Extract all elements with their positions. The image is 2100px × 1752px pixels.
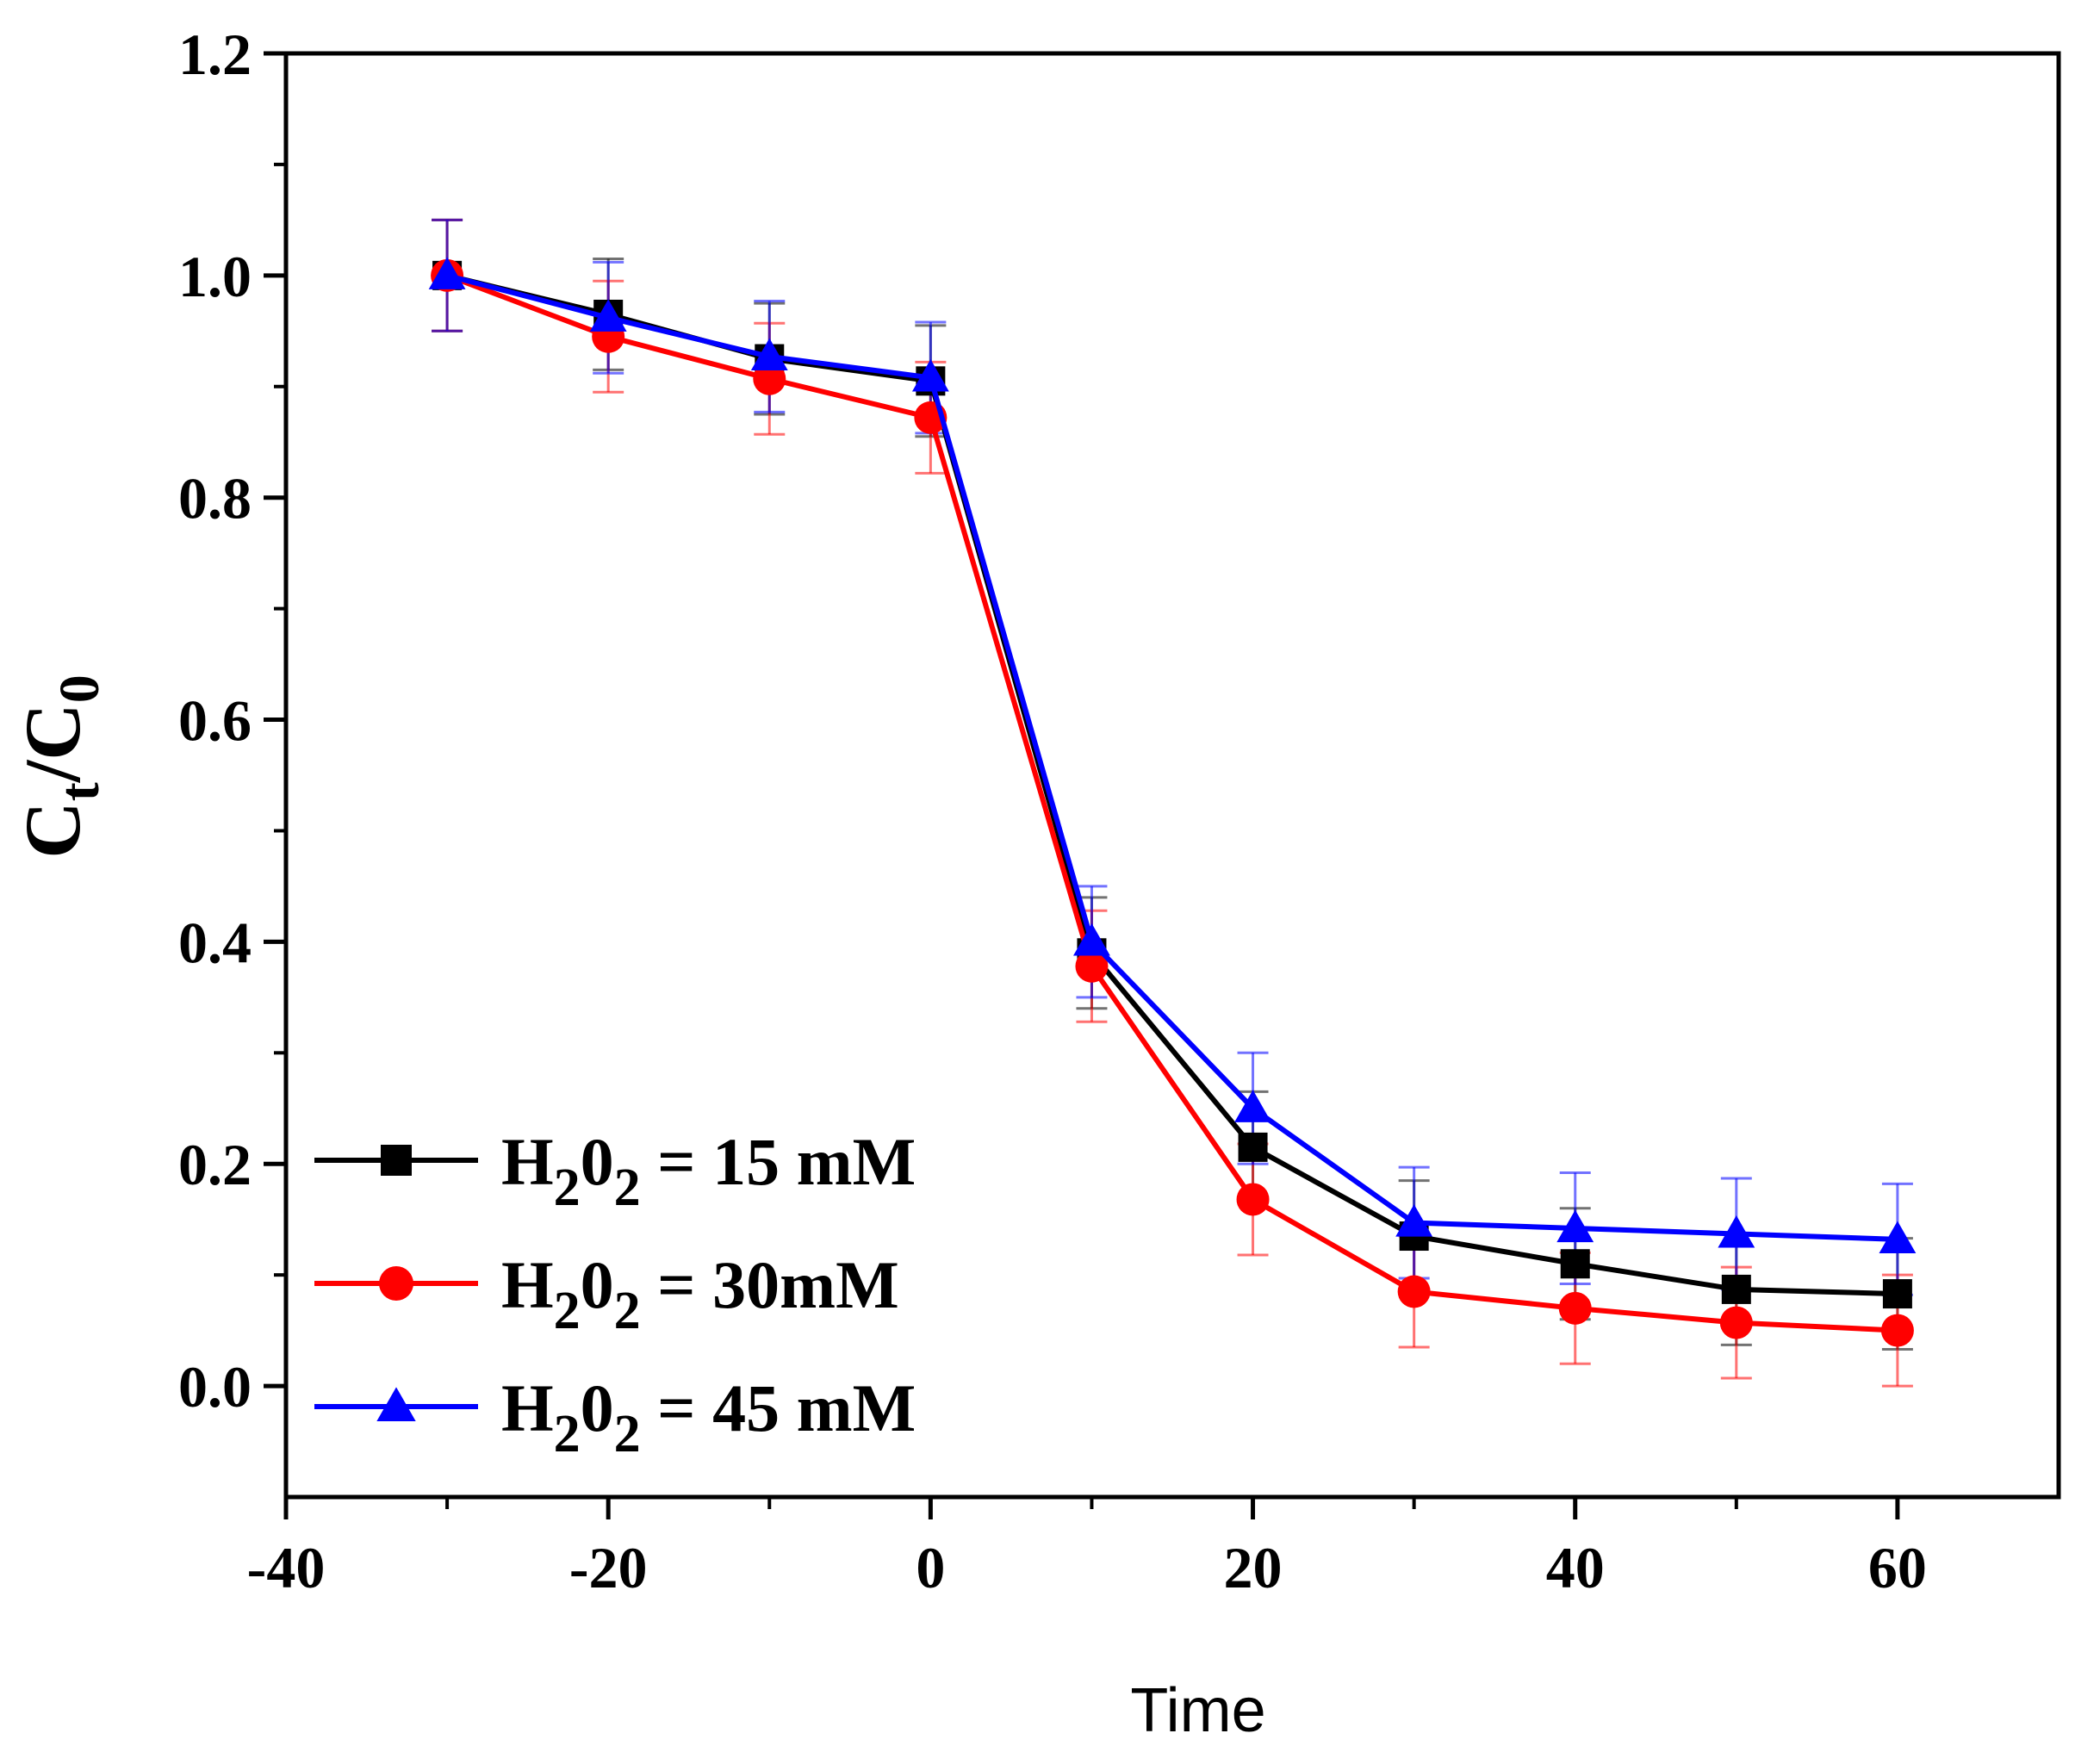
y-axis-label-sub1: t <box>48 782 111 801</box>
legend-label-part: 0 <box>581 1370 614 1445</box>
data-point <box>428 257 466 289</box>
data-point <box>1719 1306 1753 1339</box>
data-point <box>1397 1275 1431 1308</box>
data-point <box>1558 1291 1592 1325</box>
data-point <box>1075 949 1109 983</box>
data-point <box>1880 1314 1914 1347</box>
series-line <box>446 272 1898 1242</box>
y-tick-label: 0.6 <box>178 688 252 754</box>
data-point <box>1556 1209 1594 1243</box>
data-point <box>911 359 949 392</box>
x-tick-label: 60 <box>1868 1535 1927 1600</box>
legend-item-2: H202 = 30mM <box>314 1247 899 1340</box>
legend-marker <box>381 1145 412 1176</box>
series-line <box>446 273 1898 1333</box>
series-3 <box>428 257 1917 1253</box>
x-tick-label: -40 <box>247 1535 326 1600</box>
plot-frame <box>283 51 2061 1500</box>
y-axis-label-slash: /C <box>9 703 96 783</box>
legend-label-part: H <box>501 1124 554 1199</box>
y-tick-label: 0.2 <box>178 1132 252 1197</box>
legend-label: H202 = 30mM <box>501 1247 899 1340</box>
data-point <box>1236 1183 1270 1216</box>
legend-label-part: = 30mM <box>641 1247 899 1322</box>
y-axis-label: Ct/C0 <box>9 674 111 858</box>
data-point <box>1882 1279 1912 1309</box>
legend-label-part: = 45 mM <box>641 1370 916 1445</box>
legend-label-part: 2 <box>614 1405 641 1463</box>
y-tick-label: 0.8 <box>178 466 252 531</box>
legend-label-part: 2 <box>554 1405 581 1463</box>
data-point <box>1721 1274 1751 1304</box>
legend-label-part: 2 <box>614 1159 641 1217</box>
x-tick-label: 20 <box>1224 1535 1283 1600</box>
y-tick-label: 1.2 <box>178 22 252 87</box>
legend-label-part: 0 <box>581 1247 614 1322</box>
y-tick-label: 0.4 <box>178 910 252 975</box>
legend-marker <box>376 1387 416 1422</box>
legend-marker <box>379 1266 413 1301</box>
legend-item-1: H202 = 15 mM <box>314 1124 916 1217</box>
error-bar-layer <box>432 218 1913 1388</box>
legend-item-3: H202 = 45 mM <box>314 1370 916 1463</box>
x-tick-label: 0 <box>916 1535 945 1600</box>
data-point <box>589 299 627 332</box>
legend-label-part: H <box>501 1247 554 1322</box>
data-point <box>1718 1215 1755 1248</box>
data-point <box>1238 1132 1268 1162</box>
x-tick-label: 40 <box>1546 1535 1605 1600</box>
legend-label-part: 2 <box>554 1282 581 1340</box>
data-point <box>1560 1249 1590 1279</box>
legend-label-part: = 15 mM <box>641 1124 916 1199</box>
legend-label: H202 = 45 mM <box>501 1370 916 1463</box>
data-point <box>1395 1204 1433 1237</box>
legend-label-part: 2 <box>554 1159 581 1217</box>
y-axis-label-main: C <box>9 801 96 858</box>
data-point <box>1073 923 1110 956</box>
legend-label: H202 = 15 mM <box>501 1124 916 1217</box>
legend-label-part: H <box>501 1370 554 1445</box>
x-tick-label: -20 <box>569 1535 648 1600</box>
series-layer <box>428 257 1917 1347</box>
data-point <box>753 362 786 395</box>
axes: -40 -20 0 20 40 600.00.20.40.60.81.01.2 <box>178 22 2061 1600</box>
data-point <box>1879 1221 1917 1253</box>
y-tick-label: 0.0 <box>178 1354 252 1420</box>
legend-label-part: 2 <box>614 1282 641 1340</box>
y-tick-label: 1.0 <box>178 244 252 309</box>
data-point <box>750 338 788 371</box>
legend-label-part: 0 <box>581 1124 614 1199</box>
x-axis-label: Time <box>1130 1676 1265 1745</box>
data-point <box>1234 1090 1271 1122</box>
y-axis-label-sub2: 0 <box>48 674 111 703</box>
